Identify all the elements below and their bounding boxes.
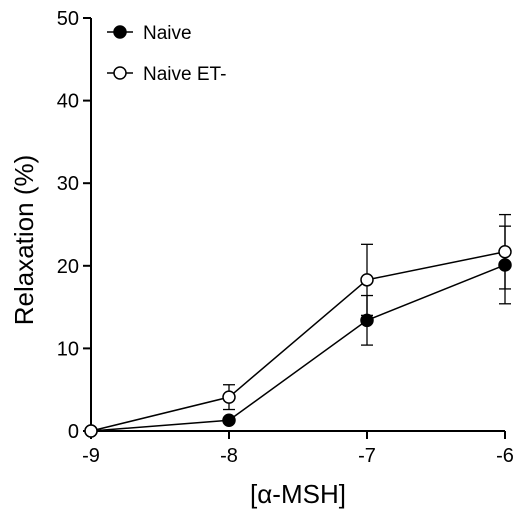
y-tick-label: 40 [57,91,79,113]
data-point [84,424,98,438]
legend-item: Naive [107,23,192,44]
legend-label: Naive ET- [143,64,226,85]
x-tick-label: -7 [358,445,376,467]
y-tick-label: 50 [57,8,79,30]
x-tick-label: -8 [220,445,238,467]
legend-marker [113,66,127,80]
series-1-markers [84,245,512,438]
series-line [90,264,506,432]
series-1 [90,213,511,432]
data-point [498,245,512,259]
chart-series [84,213,512,438]
data-point [222,390,236,404]
series-0-markers [84,258,512,438]
series-line [90,251,506,432]
data-point [498,258,512,272]
series-0 [90,225,511,432]
legend-label: Naive [143,23,192,44]
data-point [360,313,374,328]
chart-legend: Naive Naive ET- [107,23,226,85]
y-axis-title: Relaxation (%) [9,155,39,326]
y-tick-label: 10 [57,338,79,360]
y-tick-label: 0 [68,421,79,443]
chart-axes: 0 10 20 30 40 50 -9 -8 -7 -6 [57,8,514,467]
y-tick-label: 20 [57,256,79,278]
x-tick-label: -6 [496,445,514,467]
legend-marker [113,25,127,39]
y-tick-label: 30 [57,173,79,195]
data-point [222,413,236,428]
x-tick-label: -9 [82,445,100,467]
data-point [360,273,374,287]
x-axis-title: [α-MSH] [250,479,346,509]
legend-item: Naive ET- [107,64,226,85]
